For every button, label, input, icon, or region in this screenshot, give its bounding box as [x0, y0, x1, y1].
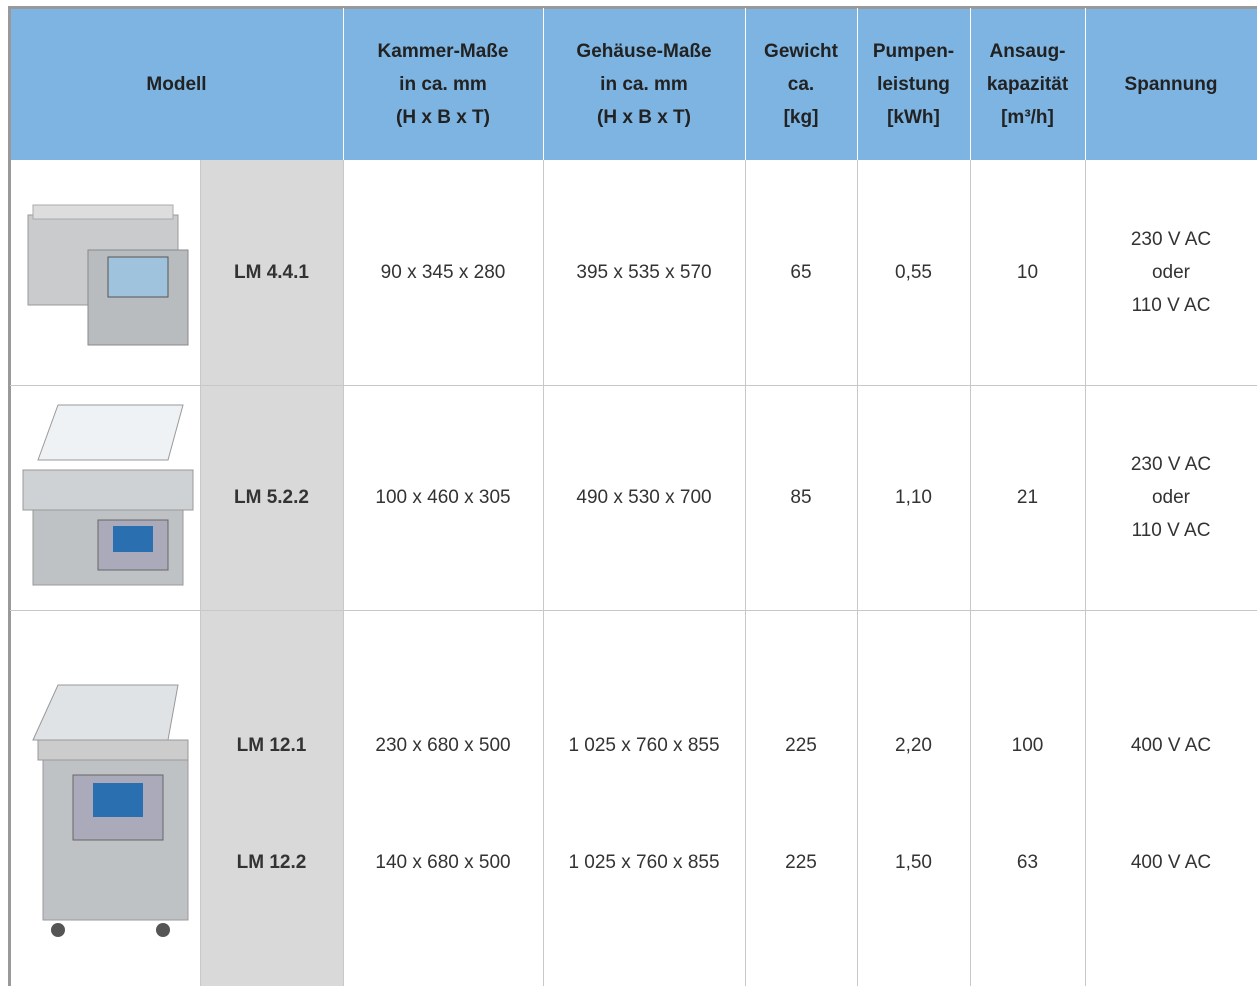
header-text: ca.: [788, 68, 814, 101]
header-text: Spannung: [1125, 68, 1218, 101]
cell-text: 90 x 345 x 280: [381, 256, 506, 289]
cell-text: 1,10: [895, 481, 932, 514]
header-divider: [1085, 8, 1086, 160]
page: ModellKammer-Maßein ca. mm(H x B x T)Geh…: [0, 0, 1257, 986]
data-cell: 1 025 x 760 x 855: [543, 685, 745, 805]
row-divider: [10, 610, 1257, 611]
cell-text: 0,55: [895, 256, 932, 289]
data-cell: 400 V AC: [1085, 685, 1257, 805]
model-cell: LM 12.2: [200, 802, 343, 922]
cell-text: 110 V AC: [1132, 289, 1211, 322]
cell-text: 225: [785, 846, 817, 879]
data-cell: 65: [745, 212, 857, 332]
data-cell: 90 x 345 x 280: [343, 212, 543, 332]
cell-text: oder: [1152, 256, 1190, 289]
data-cell: 1,50: [857, 802, 970, 922]
header-text: Modell: [146, 68, 206, 101]
cell-text: 395 x 535 x 570: [576, 256, 711, 289]
data-cell: 2,20: [857, 685, 970, 805]
data-cell: 1 025 x 760 x 855: [543, 802, 745, 922]
model-cell: LM 5.2.2: [200, 437, 343, 557]
cell-text: 100 x 460 x 305: [375, 481, 510, 514]
header-text: leistung: [877, 68, 950, 101]
header-text: Gewicht: [764, 35, 838, 68]
header-cell: Spannung: [1085, 8, 1257, 160]
data-cell: 63: [970, 802, 1085, 922]
model-cell: LM 12.1: [200, 685, 343, 805]
cell-text: 21: [1017, 481, 1038, 514]
header-divider: [745, 8, 746, 160]
header-text: in ca. mm: [600, 68, 688, 101]
header-divider: [343, 8, 344, 160]
cell-text: 400 V AC: [1131, 846, 1211, 879]
header-text: (H x B x T): [597, 101, 691, 134]
data-cell: 100 x 460 x 305: [343, 437, 543, 557]
cell-text: 490 x 530 x 700: [576, 481, 711, 514]
cell-text: 65: [790, 256, 811, 289]
data-cell: 225: [745, 802, 857, 922]
product-image: [18, 680, 196, 940]
header-text: (H x B x T): [396, 101, 490, 134]
cell-text: 85: [790, 481, 811, 514]
header-cell: Pumpen-leistung[kWh]: [857, 8, 970, 160]
data-cell: 230 x 680 x 500: [343, 685, 543, 805]
cell-text: 1 025 x 760 x 855: [568, 846, 719, 879]
header-text: kapazität: [987, 68, 1068, 101]
header-divider: [543, 8, 544, 160]
data-cell: 395 x 535 x 570: [543, 212, 745, 332]
model-cell: LM 4.4.1: [200, 212, 343, 332]
data-cell: 10: [970, 212, 1085, 332]
header-cell: Modell: [10, 8, 343, 160]
cell-text: 1,50: [895, 846, 932, 879]
cell-text: 10: [1017, 256, 1038, 289]
header-cell: Ansaug-kapazität[m³/h]: [970, 8, 1085, 160]
data-cell: 85: [745, 437, 857, 557]
cell-text: oder: [1152, 481, 1190, 514]
header-text: Ansaug-: [990, 35, 1066, 68]
row-divider: [10, 385, 1257, 386]
header-text: Kammer-Maße: [378, 35, 509, 68]
cell-text: 140 x 680 x 500: [375, 846, 510, 879]
product-image: [18, 400, 196, 600]
cell-text: 400 V AC: [1131, 729, 1211, 762]
cell-text: 100: [1012, 729, 1044, 762]
header-text: [kWh]: [887, 101, 940, 134]
data-cell: 490 x 530 x 700: [543, 437, 745, 557]
data-cell: 1,10: [857, 437, 970, 557]
header-text: in ca. mm: [399, 68, 487, 101]
cell-text: 225: [785, 729, 817, 762]
header-text: [m³/h]: [1001, 101, 1054, 134]
cell-text: 110 V AC: [1132, 514, 1211, 547]
header-text: Gehäuse-Maße: [576, 35, 711, 68]
cell-text: 1 025 x 760 x 855: [568, 729, 719, 762]
header-divider: [970, 8, 971, 160]
product-image: [18, 195, 196, 355]
spec-table: ModellKammer-Maßein ca. mm(H x B x T)Geh…: [0, 0, 1257, 986]
cell-text: 230 V AC: [1131, 448, 1211, 481]
header-divider: [857, 8, 858, 160]
data-cell: 100: [970, 685, 1085, 805]
cell-text: 230 V AC: [1131, 223, 1211, 256]
cell-text: 230 x 680 x 500: [375, 729, 510, 762]
header-text: [kg]: [784, 101, 819, 134]
data-cell: 0,55: [857, 212, 970, 332]
data-cell: 225: [745, 685, 857, 805]
cell-text: 2,20: [895, 729, 932, 762]
data-cell: 21: [970, 437, 1085, 557]
data-cell: 400 V AC: [1085, 802, 1257, 922]
cell-text: 63: [1017, 846, 1038, 879]
header-text: Pumpen-: [873, 35, 954, 68]
data-cell: 140 x 680 x 500: [343, 802, 543, 922]
